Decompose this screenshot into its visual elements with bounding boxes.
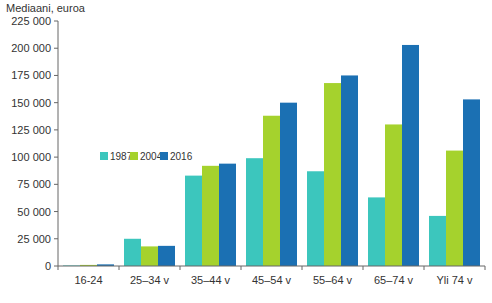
bar (263, 116, 280, 266)
y-tick (54, 238, 58, 239)
y-tick-label: 25 000 (17, 233, 51, 245)
bar (402, 45, 419, 266)
legend-label: 2016 (170, 151, 193, 162)
y-tick-label: 225 000 (11, 15, 51, 27)
legend-label: 2004 (140, 151, 163, 162)
y-axis (58, 21, 59, 266)
y-tick-label: 75 000 (17, 178, 51, 190)
x-tick-label: 45–54 v (252, 274, 292, 286)
bar (141, 246, 158, 266)
bar (463, 99, 480, 266)
chart: Mediaani, euroa 0 25 000 50 000 75 000 100 00… (0, 0, 492, 303)
bar (307, 171, 324, 266)
x-tick-label: 55–64 v (313, 274, 353, 286)
bar (185, 176, 202, 266)
x-tick-label: 35–44 v (191, 274, 231, 286)
x-tick (302, 266, 303, 270)
bar (246, 158, 263, 266)
x-tick-label: 16-24 (74, 274, 102, 286)
y-tick-label: 150 000 (11, 97, 51, 109)
x-tick (241, 266, 242, 270)
y-label: Mediaani, euroa (6, 2, 86, 14)
bar (324, 83, 341, 266)
bar (158, 246, 175, 266)
x-tick (363, 266, 364, 270)
legend-swatch (130, 152, 138, 160)
bar (385, 124, 402, 266)
bars (63, 45, 480, 266)
bar (368, 197, 385, 266)
y-tick (54, 157, 58, 158)
x-tick (485, 266, 486, 270)
y-tick-label: 100 000 (11, 151, 51, 163)
bar (280, 103, 297, 266)
y-tick-label: 125 000 (11, 124, 51, 136)
y-tick (54, 75, 58, 76)
legend-label: 1987 (110, 151, 133, 162)
x-tick-label: 25–34 v (130, 274, 170, 286)
bar (124, 239, 141, 266)
y-tick (54, 266, 58, 267)
bar (219, 164, 236, 266)
x-tick (180, 266, 181, 270)
y-tick (54, 48, 58, 49)
bar (446, 151, 463, 266)
x-tick (58, 266, 59, 270)
y-tick (54, 102, 58, 103)
x-axis (58, 266, 485, 267)
y-tick (54, 211, 58, 212)
y-tick-label: 0 (45, 260, 51, 272)
x-tick (119, 266, 120, 270)
y-tick-label: 175 000 (11, 69, 51, 81)
legend-swatch (100, 152, 108, 160)
x-tick-label: Yli 74 v (436, 274, 473, 286)
y-tick-label: 200 000 (11, 42, 51, 54)
x-tick-label: 65–74 v (374, 274, 414, 286)
bar (341, 75, 358, 266)
y-tick (54, 129, 58, 130)
bar (429, 216, 446, 266)
x-tick (424, 266, 425, 270)
bar (202, 166, 219, 266)
y-tick (54, 184, 58, 185)
y-tick-label: 50 000 (17, 206, 51, 218)
y-tick (54, 21, 58, 22)
legend-swatch (160, 152, 168, 160)
